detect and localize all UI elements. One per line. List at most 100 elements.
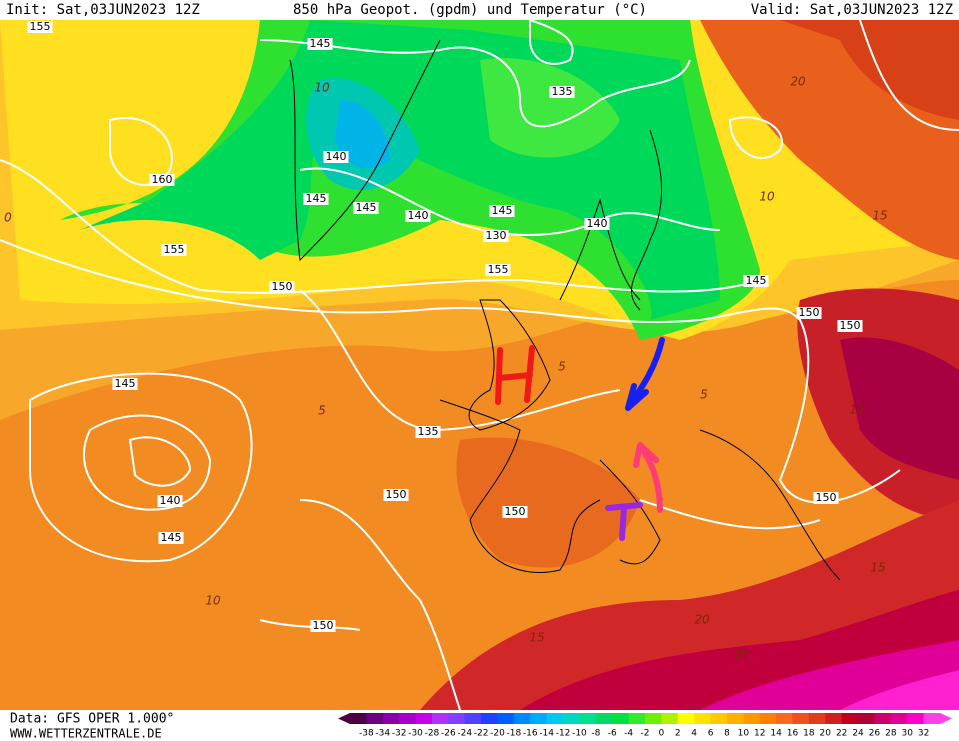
isotherm-label: 15 <box>849 403 864 417</box>
color-swatch <box>661 713 679 724</box>
color-bar-label: -38 <box>359 729 374 739</box>
contour-label-box <box>796 307 822 319</box>
isotherm-label: 25 <box>734 648 749 662</box>
color-bar-label: 2 <box>675 729 681 739</box>
isotherm-label: 15 <box>872 209 887 223</box>
color-bar-label: -26 <box>441 729 456 739</box>
color-bar-label: -2 <box>641 729 650 739</box>
color-swatch <box>874 713 892 724</box>
color-bar-arrow <box>940 713 952 724</box>
isotherm-label: 0 <box>4 211 12 225</box>
contour-label-box <box>158 532 184 544</box>
contour-label: 155 <box>30 20 51 33</box>
isotherm-label: 10 <box>205 594 221 608</box>
contour-label: 140 <box>326 150 347 163</box>
color-swatch <box>759 713 777 724</box>
color-swatch <box>464 713 482 724</box>
color-swatch <box>858 713 875 724</box>
contour-label: 145 <box>306 192 327 205</box>
color-swatch <box>726 713 744 724</box>
color-swatch <box>612 713 630 724</box>
contour-label: 140 <box>587 217 608 230</box>
contour-label: 150 <box>799 306 820 319</box>
contour-label-box <box>303 193 329 205</box>
contour-label: 150 <box>816 491 837 504</box>
contour-label-box <box>269 281 295 293</box>
contour-label-box <box>112 378 138 390</box>
contour-label-box <box>549 86 575 98</box>
color-swatch <box>710 713 728 724</box>
contour-label-box <box>161 244 187 256</box>
color-swatch <box>546 713 564 724</box>
color-swatch <box>350 713 367 724</box>
contour-label-box <box>323 151 349 163</box>
contour-label-box <box>489 205 515 217</box>
color-swatch <box>497 713 515 724</box>
color-swatch <box>563 713 580 724</box>
contour-label-box <box>307 38 333 50</box>
geopotential-contours <box>0 20 959 710</box>
contour-label: 150 <box>505 505 526 518</box>
color-swatch <box>645 713 662 724</box>
color-bar-label: -20 <box>490 729 505 739</box>
color-swatch <box>481 713 498 724</box>
contour-label: 135 <box>418 425 439 438</box>
color-bar-label: -22 <box>474 729 489 739</box>
color-swatch <box>595 713 613 724</box>
color-bar-label: 20 <box>820 729 832 739</box>
contour-label: 150 <box>386 488 407 501</box>
color-bar-label: 0 <box>659 729 665 739</box>
color-bar-label: -32 <box>392 729 407 739</box>
contour-label-box <box>157 495 183 507</box>
contour-label-box <box>502 506 528 518</box>
color-bar-label: 14 <box>770 729 782 739</box>
color-bar-label: 16 <box>787 729 799 739</box>
color-bar-label: 32 <box>918 729 929 739</box>
map-title: 850 hPa Geopot. (gpdm) und Temperatur (°… <box>293 2 647 18</box>
color-bar-label: 18 <box>803 729 815 739</box>
color-bar-label: 6 <box>708 729 714 739</box>
color-bar-label: 10 <box>738 729 750 739</box>
isotherm-label: 5 <box>318 404 326 418</box>
annotations <box>495 337 665 541</box>
contour-label-box <box>415 426 441 438</box>
color-swatch <box>579 713 597 724</box>
color-bar-label: 22 <box>836 729 847 739</box>
color-swatch <box>399 713 417 724</box>
contour-label-box <box>485 264 511 276</box>
color-bar-label: -6 <box>608 729 617 739</box>
color-bar-label: -30 <box>408 729 423 739</box>
contour-label: 140 <box>160 494 181 507</box>
color-bar-label: 30 <box>901 729 913 739</box>
init-time: Init: Sat,03JUN2023 12Z <box>6 2 200 18</box>
color-bar-label: -24 <box>457 729 472 739</box>
contour-label: 145 <box>310 37 331 50</box>
color-swatch <box>513 713 531 724</box>
contour-label-box <box>27 21 53 33</box>
color-swatch <box>841 713 859 724</box>
color-bar-label: 12 <box>754 729 765 739</box>
color-bar-label: -34 <box>375 729 390 739</box>
color-bar: -38 -34 -32 -30 -28 -26 -24 -22 -20 -18 -16 -14 -12-… <box>338 713 952 739</box>
contour-label: 145 <box>492 204 513 217</box>
isotherm-label: 20 <box>694 613 710 627</box>
isotherm-label: 5 <box>558 360 566 374</box>
color-swatch <box>448 713 466 724</box>
contour-label: 150 <box>840 319 861 332</box>
coastlines <box>289 39 841 581</box>
color-bar-label: 26 <box>869 729 881 739</box>
color-swatch <box>628 713 646 724</box>
color-swatch <box>907 713 925 724</box>
contour-label: 145 <box>356 201 377 214</box>
contour-label-box <box>743 275 769 287</box>
color-swatch <box>923 713 941 724</box>
color-swatch <box>530 713 548 724</box>
contour-label: 145 <box>746 274 767 287</box>
isotherm-label: 20 <box>790 75 806 89</box>
color-bar-label: 28 <box>885 729 897 739</box>
contour-label: 155 <box>164 243 185 256</box>
color-bar-label: -18 <box>507 729 522 739</box>
contour-label-box <box>405 210 431 222</box>
website: WWW.WETTERZENTRALE.DE <box>10 727 162 741</box>
